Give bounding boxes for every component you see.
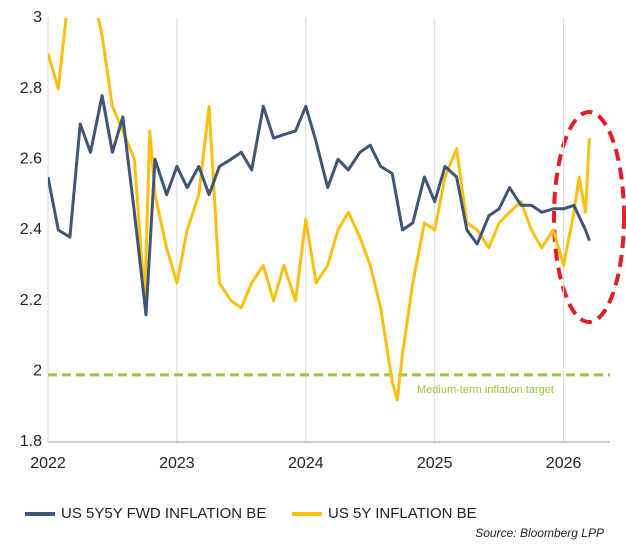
x-tick-label: 2023 <box>159 455 195 472</box>
y-tick-label: 2.4 <box>20 221 42 238</box>
series-line <box>48 18 591 402</box>
legend-label: US 5Y5Y FWD INFLATION BE <box>61 505 266 522</box>
y-tick-label: 2 <box>33 363 42 380</box>
y-tick-label: 3 <box>33 9 42 26</box>
source-note: Source: Bloomberg LPP <box>475 526 604 540</box>
y-tick-label: 2.2 <box>20 292 42 309</box>
legend-label: US 5Y INFLATION BE <box>328 505 477 522</box>
x-tick-label: 2026 <box>546 455 582 472</box>
highlight-ellipse <box>552 110 626 324</box>
y-tick-label: 1.8 <box>20 433 42 450</box>
target-label: Medium-term inflation target <box>417 384 554 396</box>
y-tick-label: 2.6 <box>20 151 42 168</box>
series-line <box>48 94 591 317</box>
plot-lines <box>48 18 591 402</box>
y-tick-label: 2.8 <box>20 80 42 97</box>
x-tick-label: 2022 <box>30 455 66 472</box>
x-tick-label: 2025 <box>417 455 453 472</box>
x-tick-label: 2024 <box>288 455 324 472</box>
